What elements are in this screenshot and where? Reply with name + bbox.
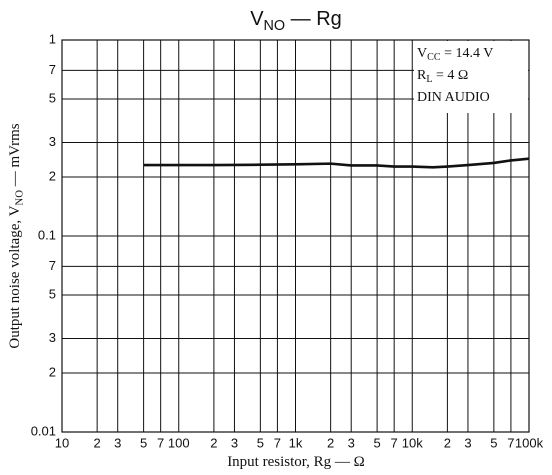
text-part: — Rg bbox=[285, 8, 342, 30]
y-axis-label: Output noise voltage, VNO — mVrms bbox=[7, 123, 26, 348]
annotation: DIN AUDIO bbox=[417, 90, 490, 105]
text-part: R bbox=[417, 68, 427, 83]
x-tick-label: 2 bbox=[210, 435, 217, 450]
y-tick-label: 3 bbox=[49, 330, 56, 345]
text-part: — mVrms bbox=[7, 123, 23, 190]
x-tick-label: 1k bbox=[289, 435, 303, 450]
x-tick-label: 3 bbox=[231, 435, 238, 450]
annotation: RL = 4 Ω bbox=[417, 68, 468, 85]
annotation-box bbox=[414, 41, 528, 113]
data-line bbox=[143, 157, 530, 169]
x-tick-label: 7 bbox=[507, 435, 514, 450]
x-tick-label: 10k bbox=[402, 435, 423, 450]
text-part: = 14.4 V bbox=[441, 46, 494, 61]
plot-frame bbox=[61, 39, 530, 433]
text-part: Output noise voltage, V bbox=[7, 205, 23, 348]
y-tick-label: 0.1 bbox=[38, 227, 56, 242]
y-tick-label: 2 bbox=[49, 364, 56, 379]
y-tick-label: 3 bbox=[49, 134, 56, 149]
x-tick-label: 100k bbox=[515, 435, 544, 450]
x-tick-label: 5 bbox=[373, 435, 380, 450]
labels: 10 2 3 5 7 100 2 3 5 7 1k 2 3 5 7 10k 2 3 5 7 100k175320.175… bbox=[7, 8, 543, 470]
subscript: L bbox=[426, 75, 432, 86]
annotation: VCC = 14.4 V bbox=[417, 46, 493, 63]
text-part: DIN AUDIO bbox=[417, 90, 490, 105]
x-tick-label: 7 bbox=[157, 435, 164, 450]
x-tick-label: 3 bbox=[348, 435, 355, 450]
y-tick-label: 7 bbox=[49, 258, 56, 273]
y-tick-label: 0.01 bbox=[31, 423, 56, 438]
x-tick-label: 100 bbox=[168, 435, 190, 450]
x-tick-label: 3 bbox=[114, 435, 121, 450]
text-part: V bbox=[250, 8, 264, 30]
subscript: NO bbox=[264, 18, 286, 34]
x-tick-label: 5 bbox=[140, 435, 147, 450]
text-part: V bbox=[417, 46, 427, 61]
subscript: CC bbox=[427, 53, 441, 64]
x-tick-label: 5 bbox=[490, 435, 497, 450]
y-tick-label: 7 bbox=[49, 62, 56, 77]
x-tick-label: 2 bbox=[444, 435, 451, 450]
x-axis-label: Input resistor, Rg — Ω bbox=[227, 454, 365, 470]
x-tick-label: 5 bbox=[257, 435, 264, 450]
chart-title: VNO — Rg bbox=[250, 8, 342, 34]
x-tick-label: 7 bbox=[391, 435, 398, 450]
subscript: NO bbox=[14, 190, 26, 206]
y-tick-label: 5 bbox=[49, 286, 56, 301]
x-tick-label: 3 bbox=[464, 435, 471, 450]
x-tick-label: 2 bbox=[327, 435, 334, 450]
text-part: Input resistor, Rg — Ω bbox=[227, 454, 365, 470]
text-part: = 4 Ω bbox=[433, 68, 469, 83]
x-tick-label: 7 bbox=[274, 435, 281, 450]
y-tick-label: 2 bbox=[49, 168, 56, 183]
x-tick-label: 10 bbox=[55, 435, 69, 450]
x-tick-label: 2 bbox=[94, 435, 101, 450]
y-tick-label: 1 bbox=[49, 31, 56, 46]
y-tick-label: 5 bbox=[49, 90, 56, 105]
